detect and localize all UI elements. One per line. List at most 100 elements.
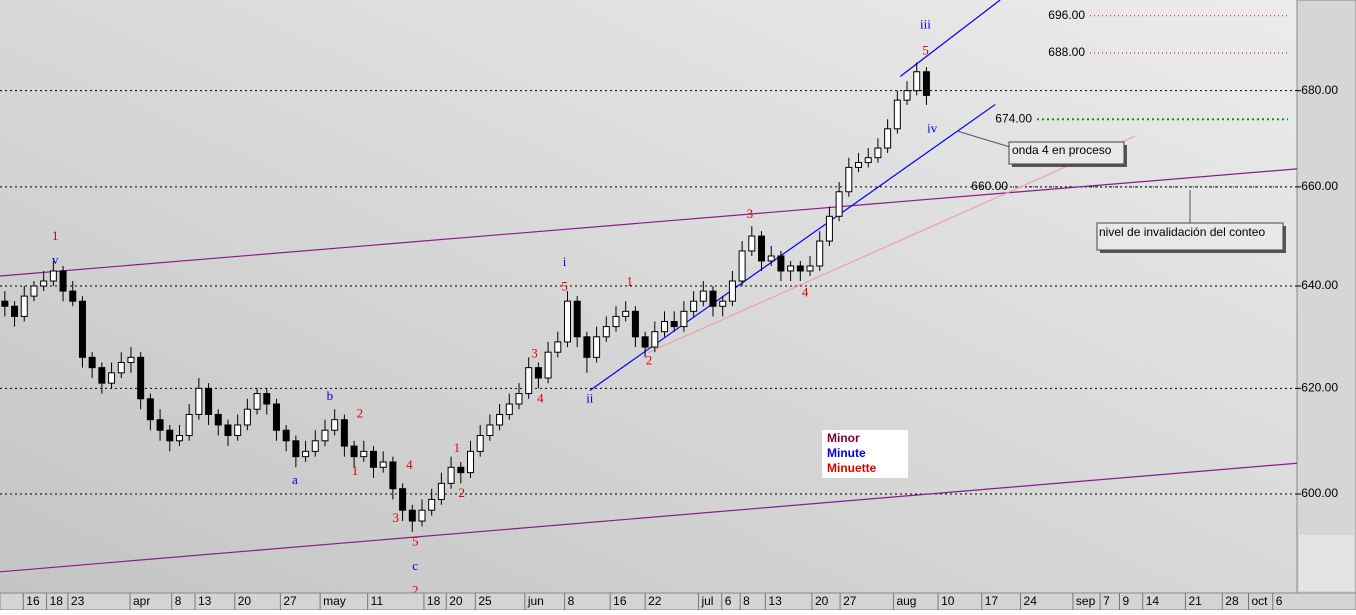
wave-label: 1: [352, 463, 359, 478]
candle-body: [360, 450, 368, 458]
candle-body: [738, 250, 746, 282]
candle-body: [156, 419, 164, 431]
y-axis-panel-lower: [1299, 535, 1354, 591]
x-tick-label: 28: [1225, 594, 1239, 608]
x-tick-label: jun: [527, 594, 544, 608]
wave-label: 4: [802, 285, 809, 300]
x-tick-label: 25: [478, 594, 492, 608]
candle-body: [30, 285, 38, 297]
candle-body: [622, 310, 630, 317]
candle-body: [612, 315, 620, 328]
wave-label: 1: [52, 228, 59, 243]
candle-body: [758, 235, 766, 262]
x-tick-label: 8: [568, 594, 575, 608]
candle-body: [874, 147, 882, 159]
candle-body: [389, 461, 397, 490]
x-tick-label: 10: [941, 594, 955, 608]
wave-label: v: [52, 252, 59, 267]
candle-body: [777, 255, 785, 272]
candle-body: [59, 270, 67, 292]
candle-body: [88, 356, 96, 369]
candle-body: [457, 466, 465, 474]
candle-body: [525, 367, 533, 395]
candle-body: [593, 336, 601, 358]
candle-body: [224, 424, 232, 436]
wave-label: a: [292, 472, 298, 487]
x-tick-label: 24: [1024, 594, 1038, 608]
candle-body: [680, 310, 688, 328]
candle-body: [98, 367, 106, 384]
candle-body: [767, 255, 775, 262]
candle-body: [864, 157, 872, 164]
candle-body: [418, 509, 426, 522]
candle-body: [602, 326, 610, 338]
candle-body: [350, 445, 358, 458]
x-tick-label: 21: [1188, 594, 1202, 608]
x-tick-label: 11: [371, 594, 384, 608]
x-tick-label: 7: [1103, 594, 1110, 608]
candle-body: [554, 341, 562, 353]
candle-body: [515, 393, 523, 405]
candle-body: [719, 300, 727, 307]
y-tick-label: 680.00: [1301, 83, 1338, 97]
candle-body: [311, 440, 319, 452]
callout-box: [1008, 141, 1125, 165]
candle-body: [166, 429, 174, 442]
wave-label: c: [412, 558, 418, 573]
candle-body: [825, 215, 833, 242]
x-tick-label: may: [323, 594, 346, 608]
candle-body: [835, 191, 843, 217]
x-tick-label: 18: [50, 594, 64, 608]
x-tick-label: aug: [896, 594, 916, 608]
candle-body: [651, 331, 659, 348]
wave-label: 3: [531, 346, 538, 361]
candle-body: [893, 99, 901, 130]
candle-body: [690, 300, 698, 312]
x-tick-label: 17: [985, 594, 999, 608]
x-tick-label: 20: [815, 594, 829, 608]
wave-label: 5: [922, 43, 929, 58]
candle-body: [1, 300, 9, 307]
candle-body: [108, 372, 116, 384]
candle-body: [486, 424, 494, 436]
level-label: 688.00: [1048, 45, 1085, 59]
candle-body: [302, 450, 310, 458]
wave-label: 3: [747, 206, 754, 221]
candle-body: [49, 270, 57, 282]
candle-body: [544, 351, 552, 379]
candle-body: [292, 440, 300, 458]
candle-body: [806, 265, 814, 272]
candle-body: [748, 235, 756, 252]
candle-body: [195, 387, 203, 415]
candle-body: [573, 300, 581, 338]
candle-body: [913, 71, 921, 92]
x-tick-label: 23: [71, 594, 85, 608]
candle-body: [137, 356, 145, 400]
candle-body: [845, 166, 853, 193]
candle-body: [408, 509, 416, 522]
candle-body: [787, 265, 795, 272]
candle-body: [20, 295, 28, 317]
y-tick-label: 660.00: [1301, 179, 1338, 193]
candle-body: [243, 408, 251, 426]
wave-label: 5: [412, 534, 419, 549]
x-tick-label: 16: [613, 594, 627, 608]
x-tick-label: 9: [1122, 594, 1129, 608]
candle-body: [205, 387, 213, 415]
candle-body: [78, 300, 86, 358]
wave-label: 5: [561, 279, 568, 294]
candle-body: [447, 466, 455, 484]
level-label: 660.00: [971, 179, 1008, 193]
x-tick-label: 20: [449, 594, 463, 608]
candle-body: [505, 403, 513, 415]
candle-body: [796, 265, 804, 272]
y-axis-panel: [1296, 0, 1356, 594]
x-tick-label: 6: [725, 594, 732, 608]
candle-body: [466, 450, 474, 474]
callout-text: onda 4 en proceso: [1012, 143, 1112, 157]
wave-label: iv: [927, 120, 938, 135]
candle-body: [476, 434, 484, 452]
y-tick-label: 600.00: [1301, 486, 1338, 500]
